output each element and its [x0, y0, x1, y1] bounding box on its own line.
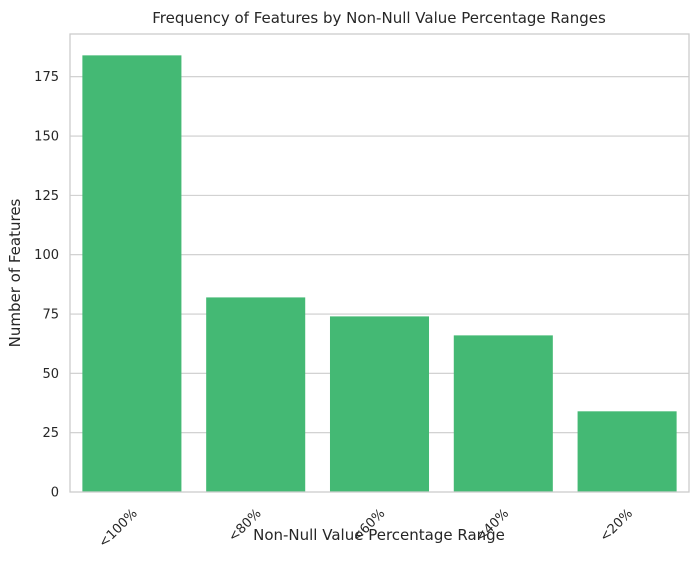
- x-tick-label: <100%: [96, 506, 141, 551]
- y-tick-label: 25: [42, 426, 59, 441]
- y-tick-label: 75: [42, 308, 59, 323]
- x-axis-title: Non-Null Value Percentage Range: [253, 526, 505, 544]
- y-tick-label: 50: [42, 367, 59, 382]
- y-tick-labels: 0 25 50 75 100 125 150 175: [34, 70, 59, 500]
- y-tick-label: 100: [34, 248, 59, 263]
- chart-title: Frequency of Features by Non-Null Value …: [152, 9, 606, 27]
- bar: [206, 297, 306, 492]
- bar: [82, 55, 182, 492]
- y-tick-label: 175: [34, 70, 59, 85]
- y-axis-title: Number of Features: [6, 198, 24, 347]
- plot-frame: [69, 33, 690, 493]
- y-tick-label: 150: [34, 130, 59, 145]
- bar: [453, 335, 553, 492]
- bar: [329, 316, 430, 492]
- bars: [82, 55, 677, 492]
- bar: [577, 411, 677, 492]
- y-tick-label: 125: [34, 189, 59, 204]
- x-tick-label: <20%: [597, 506, 636, 545]
- y-tick-label: 0: [51, 486, 59, 501]
